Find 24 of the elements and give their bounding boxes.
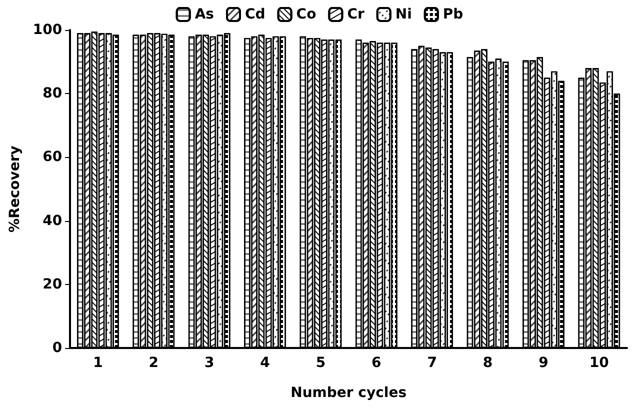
x-tick-label: 10 [589, 355, 610, 371]
legend-label: Cd [245, 6, 266, 22]
legend-label: Ni [395, 6, 412, 22]
x-tick-label: 1 [93, 355, 103, 371]
legend-label: As [194, 6, 214, 22]
x-tick-label: 7 [427, 355, 437, 371]
x-axis-title: Number cycles [290, 385, 407, 401]
legend-label: Pb [442, 6, 464, 22]
y-tick-label: 60 [42, 149, 62, 166]
y-tick-label: 0 [52, 340, 62, 356]
legend-label: Co [296, 6, 317, 22]
y-tick-label: 100 [32, 22, 62, 38]
y-tick-label: 80 [42, 86, 62, 102]
x-tick-label: 4 [260, 355, 270, 371]
legend-label: Cr [347, 6, 364, 22]
x-tick-label: 6 [372, 355, 382, 371]
y-axis-title: %Recovery [7, 146, 23, 232]
x-tick-label: 9 [538, 355, 548, 371]
x-tick-label: 5 [316, 355, 326, 371]
x-tick-label: 3 [204, 355, 214, 371]
x-tick-label: 2 [148, 355, 159, 371]
y-tick-label: 40 [42, 212, 62, 229]
y-tick-label: 20 [42, 276, 62, 292]
x-tick-label: 8 [482, 355, 493, 371]
